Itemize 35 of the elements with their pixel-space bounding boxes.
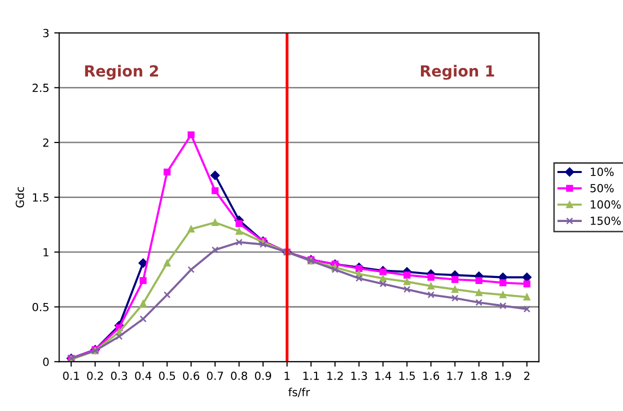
y-tick-label: 1 [44,248,48,256]
legend-label: 100% [590,200,621,209]
x-tick-label: 0.2 [87,372,103,380]
legend-label: 50% [590,184,614,192]
x-tick-label: 2 [524,372,530,380]
x-tick-label: 0.6 [183,372,200,380]
x-tick-label: 0.7 [206,372,223,380]
x-tick-label: 1.3 [351,372,367,380]
x-tick-label: 1.6 [423,372,440,380]
x-tick-label: 1.7 [447,372,463,380]
legend-label: 150% [590,216,621,225]
y-tick-label: 3 [43,28,49,38]
annotation: Region 2 [85,64,158,80]
x-tick-label: 0.4 [135,372,152,380]
y-tick-label: 2 [43,138,48,147]
legend-label: 10% [590,168,614,176]
y-tick-label: 0 [43,358,49,366]
y-axis-title: Gdc [15,187,24,208]
x-tick-label: 0.9 [254,372,272,380]
y-tick-label: 0.5 [32,302,48,312]
x-tick-label: 0.8 [230,372,248,380]
x-tick-label: 0.1 [63,372,79,380]
x-axis-title: fs/fr [288,388,310,398]
x-tick-label: 1.9 [495,372,511,380]
y-tick-label: 1.5 [33,193,48,202]
x-tick-label: 0.3 [111,372,128,380]
y-tick-label: 2.5 [32,84,48,92]
x-tick-label: 1.1 [303,372,319,380]
x-tick-label: 1.4 [375,372,392,380]
annotation: Region 1 [420,64,494,80]
x-tick-label: 1.2 [327,372,343,380]
x-tick-label: 1.8 [471,372,488,380]
x-tick-label: 1.5 [399,372,415,380]
x-tick-label: 0.5 [159,372,175,380]
x-tick-label: 1 [284,372,290,380]
